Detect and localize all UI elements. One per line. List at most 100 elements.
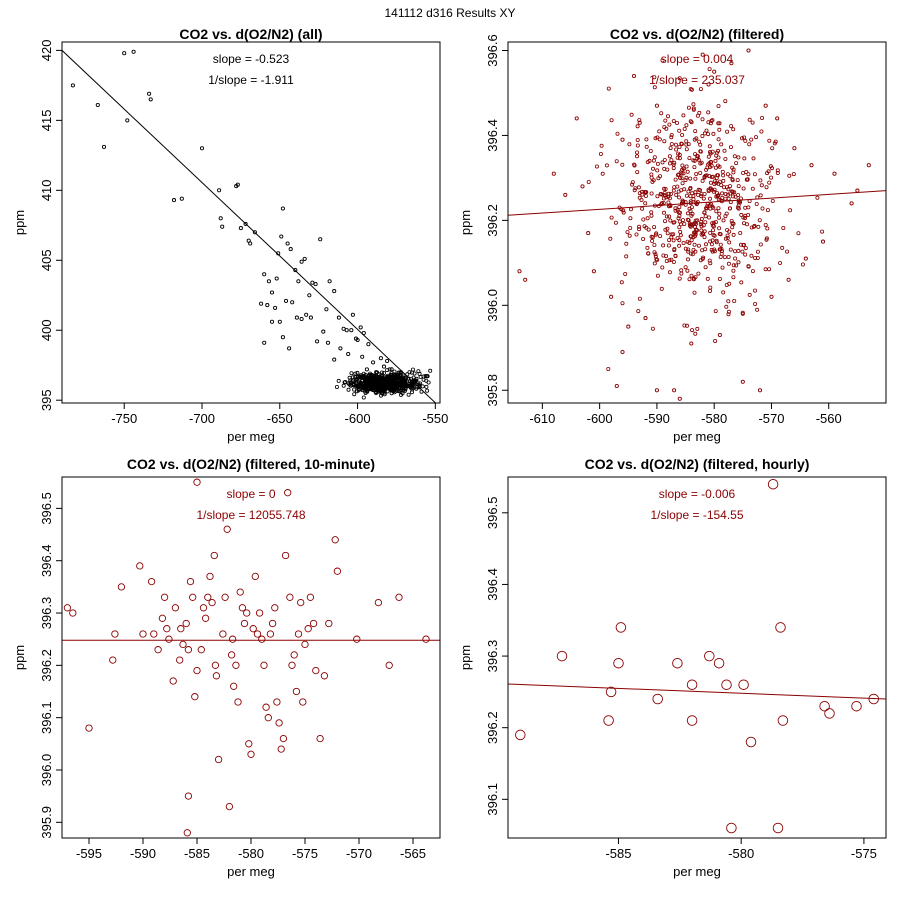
- data-point: [366, 378, 371, 383]
- data-point: [374, 375, 379, 380]
- data-point: [680, 181, 685, 186]
- data-point: [158, 614, 167, 622]
- data-point: [367, 386, 372, 391]
- data-point: [704, 128, 709, 133]
- data-point: [320, 672, 329, 680]
- data-point: [671, 259, 676, 264]
- data-point: [703, 247, 708, 252]
- data-point: [681, 240, 686, 245]
- data-point: [787, 173, 792, 178]
- data-point: [716, 155, 721, 160]
- data-point: [679, 268, 684, 273]
- data-point: [334, 384, 339, 389]
- data-point: [660, 160, 665, 165]
- data-point: [691, 158, 696, 163]
- data-point: [788, 208, 793, 213]
- data-point: [385, 374, 390, 379]
- data-point: [717, 164, 722, 169]
- data-point: [297, 598, 305, 607]
- data-point: [243, 221, 248, 226]
- data-point: [136, 562, 144, 570]
- data-point: [218, 216, 223, 221]
- data-point: [238, 604, 247, 612]
- data-point: [223, 525, 231, 533]
- data-point: [690, 328, 695, 333]
- data-point: [392, 383, 397, 388]
- data-point: [695, 218, 700, 223]
- data-point: [693, 233, 698, 238]
- data-point: [227, 651, 236, 659]
- data-point: [680, 132, 685, 137]
- data-point: [723, 99, 728, 104]
- data-point: [729, 218, 734, 223]
- data-point: [725, 172, 730, 177]
- data-point: [258, 635, 266, 643]
- x-tick-label: -600: [587, 411, 613, 426]
- data-point: [677, 205, 682, 210]
- data-point: [699, 224, 704, 229]
- data-point: [760, 116, 765, 121]
- data-point: [208, 598, 216, 607]
- data-point: [792, 146, 797, 151]
- data-point: [685, 211, 690, 216]
- data-point: [632, 162, 637, 167]
- data-point: [333, 567, 342, 575]
- data-point: [740, 249, 745, 254]
- data-point: [689, 120, 694, 125]
- data-point: [741, 170, 746, 175]
- data-point: [721, 173, 726, 178]
- data-point: [715, 150, 720, 155]
- data-point: [730, 189, 735, 194]
- x-tick-label: -610: [529, 411, 555, 426]
- x-tick-label: -590: [130, 846, 156, 861]
- data-point: [739, 280, 744, 285]
- data-point: [688, 251, 693, 256]
- data-point: [647, 158, 652, 163]
- data-point: [763, 222, 768, 227]
- data-point: [644, 144, 649, 149]
- data-point: [673, 253, 678, 258]
- data-point: [630, 180, 635, 185]
- y-tick-label: 396.2: [485, 711, 500, 744]
- data-point: [642, 189, 647, 194]
- data-point: [763, 103, 768, 108]
- data-point: [279, 234, 284, 239]
- data-point: [815, 195, 820, 200]
- data-point: [131, 49, 136, 54]
- data-point: [640, 206, 645, 211]
- y-tick-label: 396.4: [39, 544, 54, 577]
- data-point: [627, 142, 632, 147]
- data-point: [729, 61, 734, 66]
- data-point: [675, 121, 680, 126]
- data-point: [723, 214, 728, 219]
- data-point: [729, 124, 734, 129]
- data-point: [407, 370, 412, 375]
- data-point: [183, 829, 191, 837]
- data-point: [758, 242, 763, 247]
- data-point: [696, 271, 701, 276]
- figure-title: 141112 d316 Results XY: [385, 6, 516, 20]
- data-point: [684, 123, 689, 128]
- data-point: [284, 489, 292, 497]
- data-point: [428, 368, 433, 373]
- data-point: [684, 193, 689, 198]
- data-point: [698, 222, 703, 227]
- data-point: [374, 598, 383, 607]
- data-point: [651, 158, 656, 163]
- data-point: [422, 635, 430, 643]
- data-point: [715, 191, 720, 196]
- data-point: [674, 192, 679, 197]
- data-point: [628, 225, 633, 230]
- data-point: [662, 125, 667, 130]
- data-point: [271, 604, 279, 612]
- data-point: [775, 168, 780, 173]
- data-point: [386, 380, 391, 385]
- data-point: [663, 219, 668, 224]
- data-point: [279, 734, 288, 743]
- data-point: [637, 227, 642, 232]
- panels: CO2 vs. d(O2/N2) (all) slope = -0.523 1/sl…: [12, 26, 887, 879]
- data-point: [287, 346, 292, 351]
- data-point: [675, 236, 680, 241]
- data-point: [730, 177, 735, 182]
- data-point: [225, 802, 234, 811]
